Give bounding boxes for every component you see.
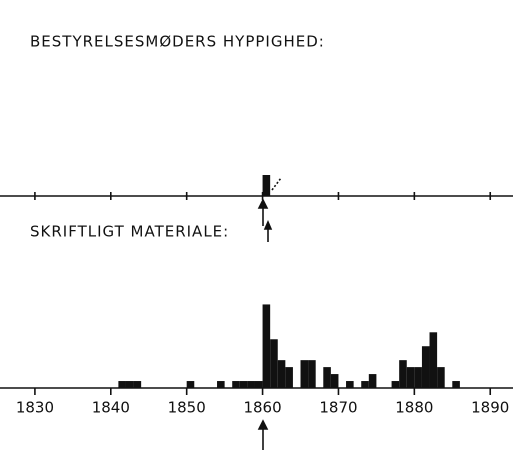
bar	[323, 367, 331, 388]
bar	[232, 381, 240, 388]
bar	[118, 381, 126, 388]
bar	[254, 381, 263, 388]
bar	[368, 374, 377, 388]
bar	[399, 360, 407, 388]
bar	[125, 381, 134, 388]
bar	[300, 360, 309, 388]
x-tick-label: 1870	[319, 399, 357, 417]
bar	[217, 381, 225, 388]
x-tick-label: 1860	[243, 399, 281, 417]
bar	[308, 360, 316, 388]
bar	[247, 381, 255, 388]
bar	[391, 381, 400, 388]
chart-title: SKRIFTLIGT MATERIALE:	[30, 223, 229, 241]
bar	[285, 367, 293, 388]
bar	[270, 339, 278, 388]
x-tick-label: 1840	[92, 399, 130, 417]
x-tick-label: 1890	[471, 399, 509, 417]
bar	[186, 381, 195, 388]
annotation-arrows	[257, 177, 282, 450]
bar	[437, 367, 445, 388]
bar	[361, 381, 369, 388]
bar	[262, 175, 271, 196]
bar	[406, 367, 415, 388]
bar	[277, 360, 286, 388]
bar	[452, 381, 460, 388]
bar	[133, 381, 142, 388]
bar	[239, 381, 248, 388]
bar	[421, 346, 430, 388]
chart-title: BESTYRELSESMØDERS HYPPIGHED:	[30, 33, 325, 51]
bar	[330, 374, 339, 388]
bar	[262, 304, 271, 388]
bar	[414, 367, 422, 388]
x-tick-label: 1850	[168, 399, 206, 417]
x-tick-label: 1830	[16, 399, 54, 417]
x-tick-label: 1880	[395, 399, 433, 417]
bar	[346, 381, 354, 388]
bar	[429, 332, 438, 388]
